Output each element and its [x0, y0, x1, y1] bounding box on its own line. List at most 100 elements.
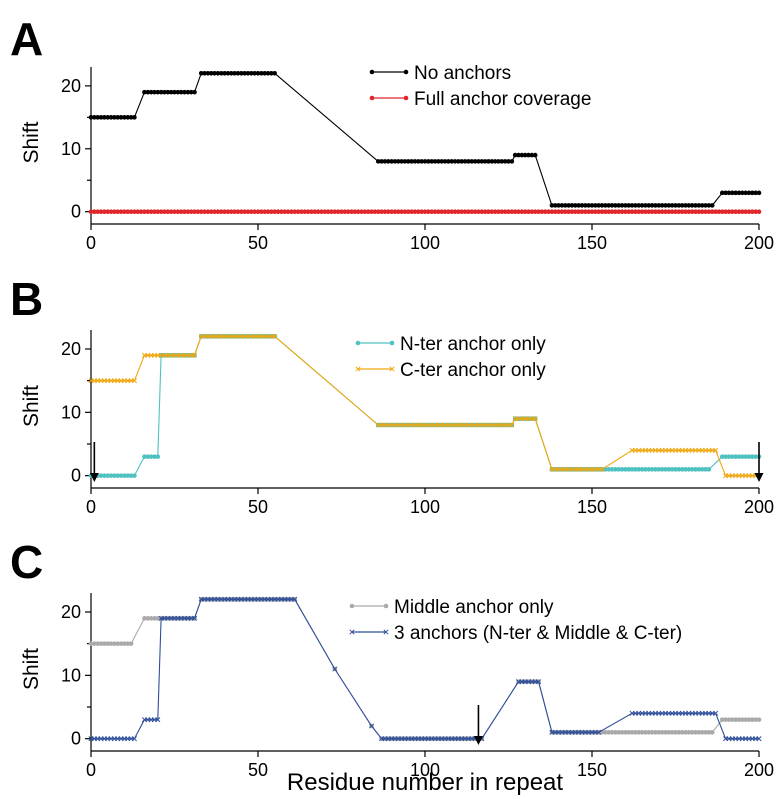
- data-point: [92, 641, 97, 646]
- data-point: [249, 70, 254, 76]
- legend-label: Full anchor coverage: [414, 89, 591, 110]
- data-point: [753, 717, 758, 722]
- data-point: [218, 209, 224, 215]
- data-point: [359, 209, 364, 215]
- data-point: [92, 209, 97, 215]
- data-point: [132, 115, 137, 120]
- legend-marker: [403, 95, 409, 101]
- data-point: [131, 736, 137, 742]
- data-point: [382, 159, 388, 164]
- data-point: [713, 447, 719, 453]
- data-point: [729, 190, 735, 196]
- data-point: [292, 209, 298, 215]
- data-point: [733, 454, 738, 459]
- data-point: [532, 152, 538, 158]
- data-point: [365, 209, 371, 215]
- data-point: [148, 454, 154, 459]
- data-point: [222, 70, 227, 76]
- data-point: [112, 473, 117, 478]
- data-point: [456, 159, 461, 164]
- data-point: [706, 203, 712, 208]
- data-point: [516, 209, 521, 215]
- data-point: [683, 467, 688, 472]
- data-point: [629, 203, 635, 208]
- data-point: [218, 70, 224, 76]
- data-point: [569, 203, 575, 208]
- data-point: [703, 209, 708, 215]
- data-point: [669, 730, 675, 735]
- data-point: [198, 209, 204, 215]
- data-point: [562, 209, 568, 215]
- data-point: [332, 209, 338, 215]
- data-point: [516, 152, 521, 158]
- data-point: [529, 152, 535, 158]
- data-point: [332, 666, 338, 672]
- data-point: [499, 159, 505, 164]
- data-point: [245, 209, 251, 215]
- data-point: [639, 467, 645, 472]
- x-tick-label: 100: [410, 497, 440, 517]
- data-point: [676, 730, 682, 735]
- data-point: [118, 209, 124, 215]
- data-point: [105, 115, 110, 120]
- data-point: [239, 209, 244, 215]
- data-point: [719, 209, 725, 215]
- legend-entry: Full anchor coverage: [369, 89, 591, 110]
- data-point: [432, 209, 438, 215]
- legend-label: C-ter anchor only: [400, 360, 546, 381]
- data-point: [676, 467, 682, 472]
- data-point: [616, 203, 622, 208]
- data-point: [262, 70, 267, 76]
- data-point: [673, 730, 678, 735]
- data-point: [112, 209, 117, 215]
- legend-marker: [383, 603, 389, 609]
- data-point: [429, 209, 434, 215]
- data-point: [479, 209, 485, 215]
- data-point: [733, 190, 738, 196]
- legend-marker: [383, 629, 389, 635]
- data-point: [228, 209, 234, 215]
- data-point: [462, 159, 468, 164]
- panel-letter-a: A: [10, 13, 43, 65]
- data-point: [122, 209, 127, 215]
- data-point: [659, 209, 665, 215]
- data-point: [456, 209, 461, 215]
- data-point: [639, 209, 645, 215]
- data-point: [629, 209, 635, 215]
- data-point: [740, 717, 745, 722]
- data-point: [249, 209, 254, 215]
- data-point: [385, 209, 391, 215]
- data-point: [152, 89, 157, 95]
- data-point: [679, 203, 685, 208]
- data-point: [188, 89, 194, 95]
- data-point: [105, 209, 110, 215]
- data-point: [663, 730, 668, 735]
- data-point: [719, 454, 725, 459]
- data-point: [562, 203, 568, 208]
- data-point: [239, 70, 244, 76]
- data-point: [506, 159, 511, 164]
- data-point: [636, 203, 642, 208]
- data-point: [729, 717, 735, 722]
- data-point: [626, 203, 632, 208]
- data-point: [639, 730, 645, 735]
- data-point: [222, 209, 227, 215]
- legend-marker: [369, 95, 375, 101]
- data-point: [325, 209, 331, 215]
- data-point: [269, 209, 274, 215]
- data-point: [436, 209, 441, 215]
- data-point: [322, 209, 328, 215]
- panel-letter-c: C: [10, 536, 43, 588]
- legend-marker: [355, 366, 361, 372]
- data-point: [232, 209, 237, 215]
- panel-letter-b: B: [10, 273, 43, 325]
- data-point: [629, 730, 635, 735]
- data-point: [406, 159, 411, 164]
- data-point: [155, 717, 161, 723]
- data-point: [395, 159, 401, 164]
- series-cter: [88, 333, 762, 479]
- data-point: [719, 190, 725, 196]
- data-point: [422, 159, 428, 164]
- data-point: [342, 209, 348, 215]
- data-point: [252, 209, 257, 215]
